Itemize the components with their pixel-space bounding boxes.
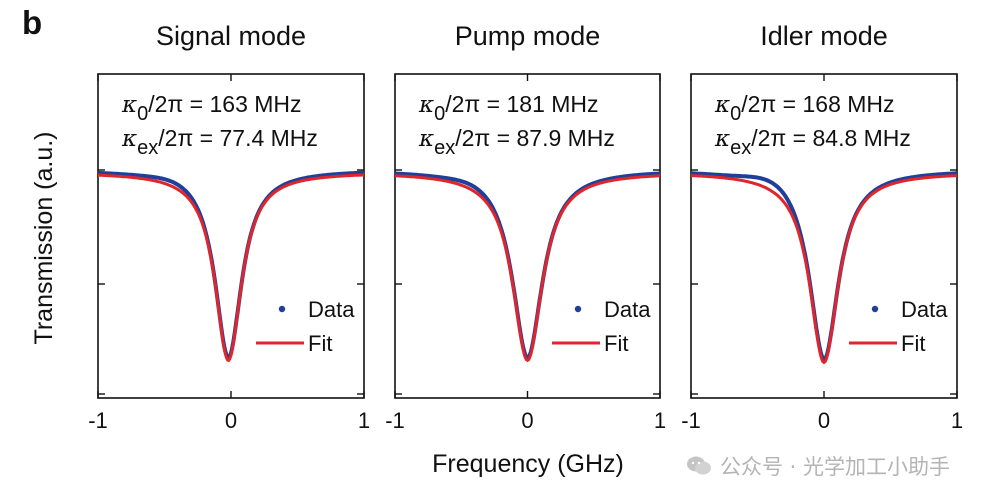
x-tick-label: 0	[521, 408, 533, 433]
data-series-line	[394, 171, 661, 361]
x-tick-label: -1	[385, 408, 405, 433]
fit-series-line	[98, 173, 364, 362]
data-series-line	[691, 171, 957, 363]
x-tick-label: 1	[951, 408, 963, 433]
panel-title: Signal mode	[156, 21, 306, 51]
fit-series-line	[691, 174, 957, 365]
legend-fit-label: Fit	[308, 331, 332, 356]
legend-fit-label: Fit	[604, 331, 628, 356]
x-tick-label: 1	[358, 408, 370, 433]
fit-series-line	[395, 174, 660, 363]
legend-data-marker	[871, 305, 879, 313]
legend-fit-label: Fit	[901, 331, 925, 356]
watermark: 公众号 · 光学加工小助手	[686, 451, 950, 481]
legend-data-marker	[574, 305, 582, 313]
kappa0-annotation: κ0/2π = 168 MHz	[714, 91, 895, 125]
kappa0-annotation: κ0/2π = 163 MHz	[121, 91, 302, 125]
x-tick-label: -1	[88, 408, 108, 433]
legend-data-marker	[278, 305, 286, 313]
legend-data-label: Data	[901, 297, 948, 322]
kappaex-annotation: κex/2π = 84.8 MHz	[714, 125, 911, 159]
x-tick-label: 0	[818, 408, 830, 433]
kappaex-annotation: κex/2π = 87.9 MHz	[418, 125, 615, 159]
x-tick-label: -1	[681, 408, 701, 433]
x-axis-label: Frequency (GHz)	[432, 450, 624, 478]
x-tick-label: 0	[225, 408, 237, 433]
x-tick-label: 1	[654, 408, 666, 433]
panel-title: Pump mode	[455, 21, 601, 51]
legend-data-label: Data	[308, 297, 355, 322]
wechat-icon	[686, 456, 711, 475]
panel-letter: b	[22, 4, 42, 41]
panel-title: Idler mode	[760, 21, 888, 51]
kappaex-annotation: κex/2π = 77.4 MHz	[121, 125, 318, 159]
y-axis-label: Transmission (a.u.)	[30, 131, 58, 344]
legend-data-label: Data	[604, 297, 651, 322]
kappa0-annotation: κ0/2π = 181 MHz	[418, 91, 599, 125]
watermark-text: 公众号 · 光学加工小助手	[719, 455, 950, 479]
